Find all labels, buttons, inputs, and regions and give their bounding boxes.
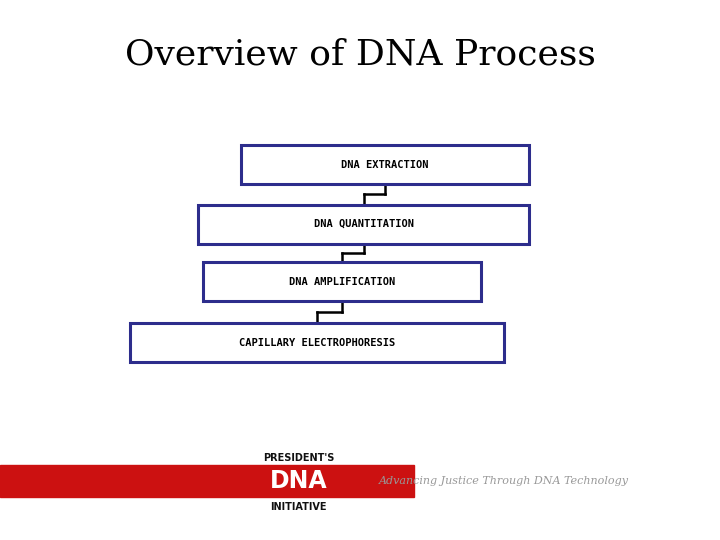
FancyBboxPatch shape [198,205,529,244]
Text: DNA EXTRACTION: DNA EXTRACTION [341,160,429,170]
FancyBboxPatch shape [130,323,504,362]
Text: Overview of DNA Process: Overview of DNA Process [125,38,595,72]
Text: INITIATIVE: INITIATIVE [271,502,327,511]
Bar [0,465,414,497]
Text: DNA: DNA [270,469,328,493]
Text: DNA AMPLIFICATION: DNA AMPLIFICATION [289,277,395,287]
FancyBboxPatch shape [241,145,529,184]
FancyBboxPatch shape [203,262,481,301]
Text: CAPILLARY ELECTROPHORESIS: CAPILLARY ELECTROPHORESIS [238,338,395,348]
Text: Advancing Justice Through DNA Technology: Advancing Justice Through DNA Technology [379,476,629,486]
Text: DNA QUANTITATION: DNA QUANTITATION [314,219,413,229]
Text: PRESIDENT'S: PRESIDENT'S [263,453,335,463]
